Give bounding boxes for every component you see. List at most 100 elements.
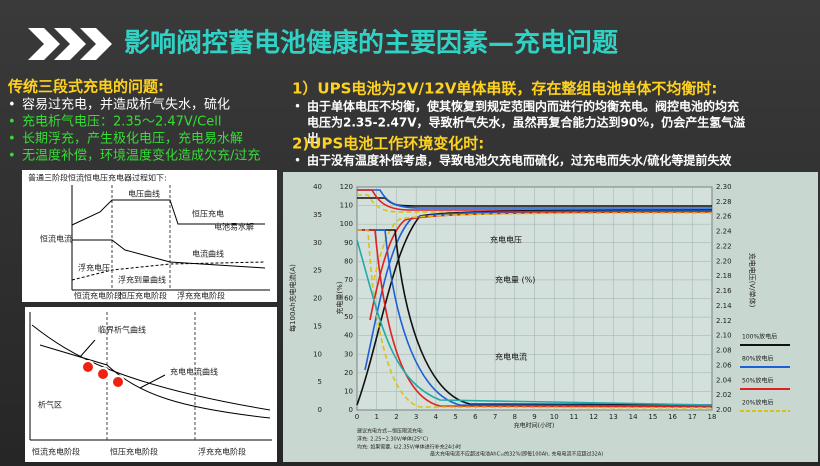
y2-axis-label: 充电量(%) — [335, 281, 344, 314]
paragraph-line: 出 — [307, 131, 319, 146]
bullet-dot: • — [8, 115, 16, 130]
legend-label: 100%放电后 — [742, 333, 777, 341]
y3-tick-label: 2.28 — [716, 198, 732, 206]
y2-tick-label: 50 — [344, 313, 353, 321]
footnote: 建议充电方式—恒压限流充电: — [357, 428, 424, 435]
bullet-dot: • — [8, 149, 16, 164]
annotation: 充电电流 — [495, 352, 527, 362]
y3-tick-label: 2.08 — [716, 347, 732, 355]
y3-tick-label: 2.10 — [716, 332, 732, 340]
y2-tick-label: 10 — [344, 387, 353, 395]
y3-tick-label: 2.04 — [716, 376, 732, 384]
annotation: 充电量 (%) — [495, 275, 535, 285]
y-tick-label: 5 — [318, 378, 322, 386]
x-tick-label: 0 — [355, 413, 359, 421]
footnote: 浮充: 2.25~2.30V/单体(25°C) — [357, 436, 428, 443]
figure-title: 普通三阶段恒流恒电压充电器过程如下: — [28, 173, 167, 183]
curves — [356, 189, 713, 409]
figure-label: 电流曲线 — [192, 249, 224, 259]
x-tick-label: 14 — [629, 413, 638, 421]
x-axis-label: 充电时间(小时) — [514, 422, 555, 430]
bullet: 充电析气电压：2.35～2.47V/Cell — [22, 114, 221, 130]
y-axis-label: 每100Ah充电电流(A) — [288, 264, 297, 332]
x-tick-label: 5 — [453, 413, 457, 421]
y3-tick-label: 2.30 — [716, 183, 732, 191]
right-heading: 1）UPS电池为2V/12V单体串联，存在整组电池单体不均衡时: — [292, 80, 717, 98]
bullet-dot: • — [294, 154, 301, 168]
bullet-dot: • — [8, 132, 16, 147]
annotation: 充电电压 — [490, 235, 522, 245]
y2-tick-label: 90 — [344, 239, 353, 247]
y3-tick-label: 2.00 — [716, 406, 732, 414]
x-tick-label: 12 — [589, 413, 598, 421]
figure-label: 析气区 — [38, 400, 62, 410]
paragraph-line: 电压为2.35-2.47V，导致析气失水，虽然再复合能力达到90%，仍会产生氢气… — [307, 115, 745, 130]
figure-label: 临界析气曲线 — [98, 325, 146, 335]
y2-tick-label: 110 — [340, 202, 353, 210]
y3-tick-label: 2.06 — [716, 361, 732, 369]
y2-tick-label: 120 — [340, 183, 353, 191]
y-tick-label: 25 — [313, 267, 322, 275]
y-tick-label: 15 — [313, 322, 322, 330]
y2-tick-label: 80 — [344, 257, 353, 265]
y3-tick-label: 2.24 — [716, 228, 732, 236]
x-tick-label: 16 — [668, 413, 677, 421]
x-tick-label: 13 — [609, 413, 618, 421]
y2-tick-label: 0 — [349, 406, 353, 414]
figure-label: 电池易水解 — [214, 222, 254, 232]
bullet: 长期浮充，产生极化电压，充电易水解 — [22, 131, 243, 147]
right-heading: 2)UPS电池工作环境变化时: — [292, 135, 484, 153]
y2-tick-label: 40 — [344, 332, 353, 340]
x-tick-label: 11 — [569, 413, 578, 421]
footnote: 最大充电电流不应超过电池AhC₁₀的32%(即每100Ah, 充电电流不应超过3… — [430, 451, 603, 458]
bullet: 无温度补偿，环境温度变化造成欠充/过充 — [22, 148, 260, 164]
figure-label: 恒流电流 — [40, 234, 72, 244]
bullet-dot: • — [294, 100, 301, 114]
y2-tick-label: 30 — [344, 350, 353, 358]
left-heading: 传统三段式充电的问题: — [7, 78, 164, 96]
x-tick-label: 10 — [550, 413, 559, 421]
paragraph: 由于没有温度补偿考虑，导致电池欠充电而硫化，过充电而失水/硫化等提前失效 — [307, 153, 732, 168]
figure-label: 充电电流曲线 — [170, 367, 218, 377]
x-tick-label: 3 — [414, 413, 418, 421]
x-tick-label: 6 — [473, 413, 478, 421]
stage-label: 恒压充电阶段 — [119, 291, 167, 301]
stage-label: 浮充充电阶段 — [198, 447, 246, 457]
y-tick-label: 30 — [313, 239, 322, 247]
x-tick-label: 1 — [374, 413, 378, 421]
left-bullets: • 容易过充电，并造成析气失水，硫化 • 充电析气电压：2.35～2.47V/Cell… — [8, 97, 260, 164]
chevrons — [28, 28, 112, 60]
figure-label: 浮充到量曲线 — [118, 275, 166, 285]
x-tick-label: 8 — [513, 413, 517, 421]
stage-label: 恒流充电阶段 — [32, 447, 80, 457]
y2-tick-label: 70 — [344, 276, 353, 284]
title: 影响阀控蓄电池健康的主要因素—充电问题 — [124, 28, 618, 59]
legend-label: 80%放电后 — [742, 355, 773, 363]
charge-chart: 0510152025303540010203040506070809010011… — [283, 172, 818, 462]
x-tick-label: 17 — [688, 413, 697, 421]
y2-tick-label: 100 — [340, 220, 353, 228]
x-tick-label: 9 — [532, 413, 536, 421]
stage-label: 恒压充电阶段 — [110, 447, 158, 457]
stage-label: 浮充充电阶段 — [177, 291, 225, 301]
paragraph-line: 由于单体电压不均衡，使其恢复到规定范围内而进行的均衡充电。阀控电池的均充 — [307, 99, 739, 114]
y3-tick-label: 2.18 — [716, 272, 732, 280]
y3-tick-label: 2.12 — [716, 317, 732, 325]
y2-tick-label: 20 — [344, 369, 353, 377]
y-tick-label: 0 — [318, 406, 322, 414]
x-tick-label: 18 — [708, 413, 717, 421]
y3-axis-label: 充电电压(V/单体) — [748, 253, 757, 308]
paragraph: • 由于单体电压不均衡，使其恢复到规定范围内而进行的均衡充电。阀控电池的均充电压为… — [294, 99, 745, 146]
y3-tick-label: 2.22 — [716, 242, 732, 250]
y-tick-label: 40 — [313, 183, 322, 191]
x-tick-label: 7 — [493, 413, 497, 421]
y3-tick-label: 2.16 — [716, 287, 732, 295]
bullet: 容易过充电，并造成析气失水，硫化 — [22, 97, 230, 113]
figure-1: 普通三阶段恒流恒电压充电器过程如下: 电压曲线恒压充电电池易水解恒流电流电流曲线… — [22, 170, 277, 302]
x-tick-label: 15 — [648, 413, 657, 421]
y3-tick-label: 2.26 — [716, 213, 732, 221]
x-tick-label: 4 — [434, 413, 439, 421]
legend-label: 50%放电后 — [742, 377, 773, 385]
